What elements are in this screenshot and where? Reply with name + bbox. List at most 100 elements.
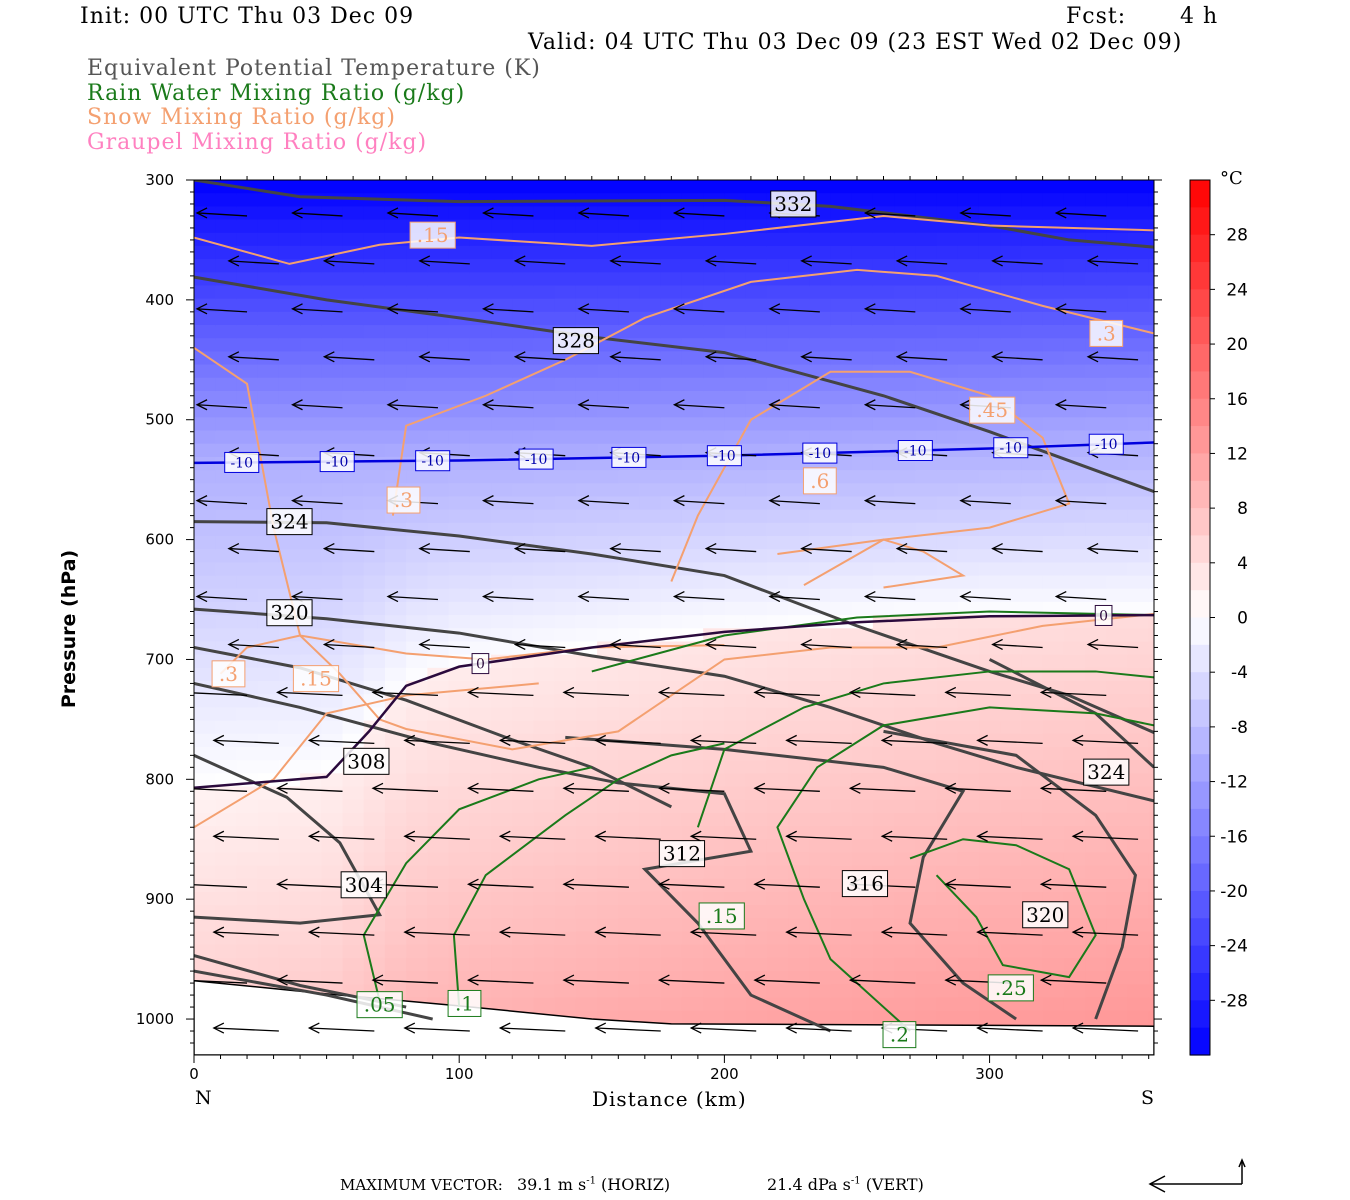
colorbar-band: [1190, 863, 1210, 892]
wind-vector-head: [689, 830, 702, 842]
temperature-cell: [957, 984, 980, 999]
isotherm-label: -10: [518, 448, 554, 470]
colorbar-tick-label: 16: [1226, 390, 1248, 410]
temperature-cell: [384, 417, 408, 432]
temperature-cell: [491, 984, 514, 999]
temperature-cell: [788, 588, 811, 603]
temperature-cell: [300, 390, 323, 406]
temperature-cell: [236, 496, 259, 511]
temperature-cell: [639, 944, 662, 959]
temperature-cell: [766, 549, 790, 564]
colorbar-tick-label: -8: [1231, 718, 1248, 738]
temperature-cell: [1127, 272, 1150, 287]
temperature-cell: [830, 957, 853, 973]
wind-vector: [498, 734, 566, 746]
theta-e-label: 316: [841, 870, 889, 898]
temperature-cell: [257, 549, 280, 564]
temperature-cell: [1148, 588, 1154, 603]
temperature-cell: [1063, 272, 1087, 287]
temperature-cell: [681, 549, 705, 564]
temperature-cell: [1000, 364, 1023, 379]
temperature-cell: [1127, 971, 1150, 986]
temperature-cell: [1042, 206, 1065, 221]
wind-vector: [291, 399, 343, 411]
temperature-cell: [978, 180, 1002, 195]
wind-vector-shaft: [960, 499, 1011, 505]
temperature-cell: [384, 470, 408, 485]
temperature-cell: [469, 404, 493, 419]
temperature-cell: [1063, 404, 1087, 419]
wind-vector: [863, 495, 916, 507]
temperature-cell: [978, 575, 1002, 590]
wind-vector-head: [1071, 926, 1084, 938]
temperature-cell: [1148, 193, 1154, 208]
temperature-cell: [554, 681, 577, 696]
temperature-cell: [957, 918, 980, 933]
wind-vector-shaft: [595, 739, 661, 745]
temperature-cell: [363, 628, 386, 643]
wind-vector-head: [609, 638, 622, 651]
wind-vector-shaft: [515, 643, 566, 649]
temperature-cell: [427, 325, 450, 340]
temperature-cell: [936, 931, 959, 946]
temperature-cell: [597, 694, 620, 709]
wind-vector-shaft: [754, 787, 820, 792]
temperature-cell: [851, 430, 874, 445]
temperature-cell: [639, 905, 662, 920]
temperature-cell: [278, 390, 302, 406]
wind-vector-head: [594, 926, 607, 938]
temperature-cell: [469, 575, 493, 590]
wind-vector: [466, 878, 534, 890]
temperature-cell: [342, 654, 365, 669]
temperature-cell: [1148, 575, 1154, 590]
temperature-cell: [660, 575, 683, 590]
temperature-cell: [1021, 272, 1044, 287]
wind-vector-head: [276, 686, 288, 698]
temperature-cell: [1127, 456, 1150, 472]
temperature-cell: [830, 575, 853, 590]
temperature-cell: [1085, 364, 1108, 379]
temperature-cell: [300, 180, 323, 195]
temperature-cell: [512, 865, 535, 880]
temperature-cell: [681, 971, 705, 986]
temperature-cell: [1063, 443, 1087, 458]
temperature-cell: [215, 812, 238, 828]
wind-vector-shaft: [292, 308, 343, 313]
temperature-cell: [1000, 535, 1023, 551]
temperature-cell: [978, 720, 1002, 735]
temperature-cell: [554, 667, 577, 683]
temperature-cell: [448, 786, 471, 801]
temperature-cell: [427, 430, 450, 445]
temperature-cell: [957, 667, 980, 683]
temperature-cell: [830, 496, 853, 511]
temperature-cell: [978, 535, 1002, 551]
temperature-cell: [894, 615, 917, 630]
temperature-cell: [448, 957, 471, 973]
temperature-cell: [957, 720, 980, 735]
temperature-cell: [342, 193, 365, 208]
temperature-cell: [618, 905, 641, 920]
wind-vector-shaft: [196, 595, 248, 601]
temperature-cell: [300, 272, 323, 287]
temperature-cell: [915, 905, 938, 920]
temperature-cell: [830, 390, 853, 406]
temperature-cell: [1042, 733, 1065, 748]
temperature-cell: [384, 799, 408, 814]
temperature-cell: [300, 773, 323, 788]
wind-vector-head: [195, 590, 208, 603]
temperature-cell: [639, 615, 662, 630]
temperature-cell: [915, 259, 938, 274]
temperature-cell: [830, 839, 853, 854]
temperature-cell: [278, 826, 302, 841]
temperature-cell: [257, 944, 280, 959]
temperature-cell: [236, 878, 259, 893]
temperature-cell: [321, 773, 344, 788]
temperature-cell: [597, 865, 620, 880]
temperature-cell: [384, 285, 408, 300]
wind-vector-shaft: [196, 499, 248, 505]
temperature-cell: [512, 707, 535, 722]
temperature-cell: [427, 878, 450, 893]
temperature-cell: [236, 272, 259, 287]
temperature-cell: [575, 272, 599, 287]
theta-e-label: 324: [266, 508, 313, 536]
